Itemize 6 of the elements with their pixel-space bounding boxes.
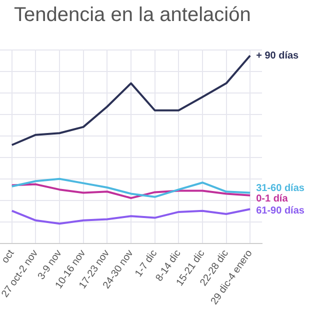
series-label: + 90 días xyxy=(256,50,300,62)
series-label: 0-1 día xyxy=(256,193,288,204)
chart-title: Tendencia en la antelación xyxy=(14,4,251,27)
series-label: 61-90 días xyxy=(256,205,305,216)
x-tick-label: oct xyxy=(0,248,17,266)
series-label: 31-60 días xyxy=(256,182,305,194)
